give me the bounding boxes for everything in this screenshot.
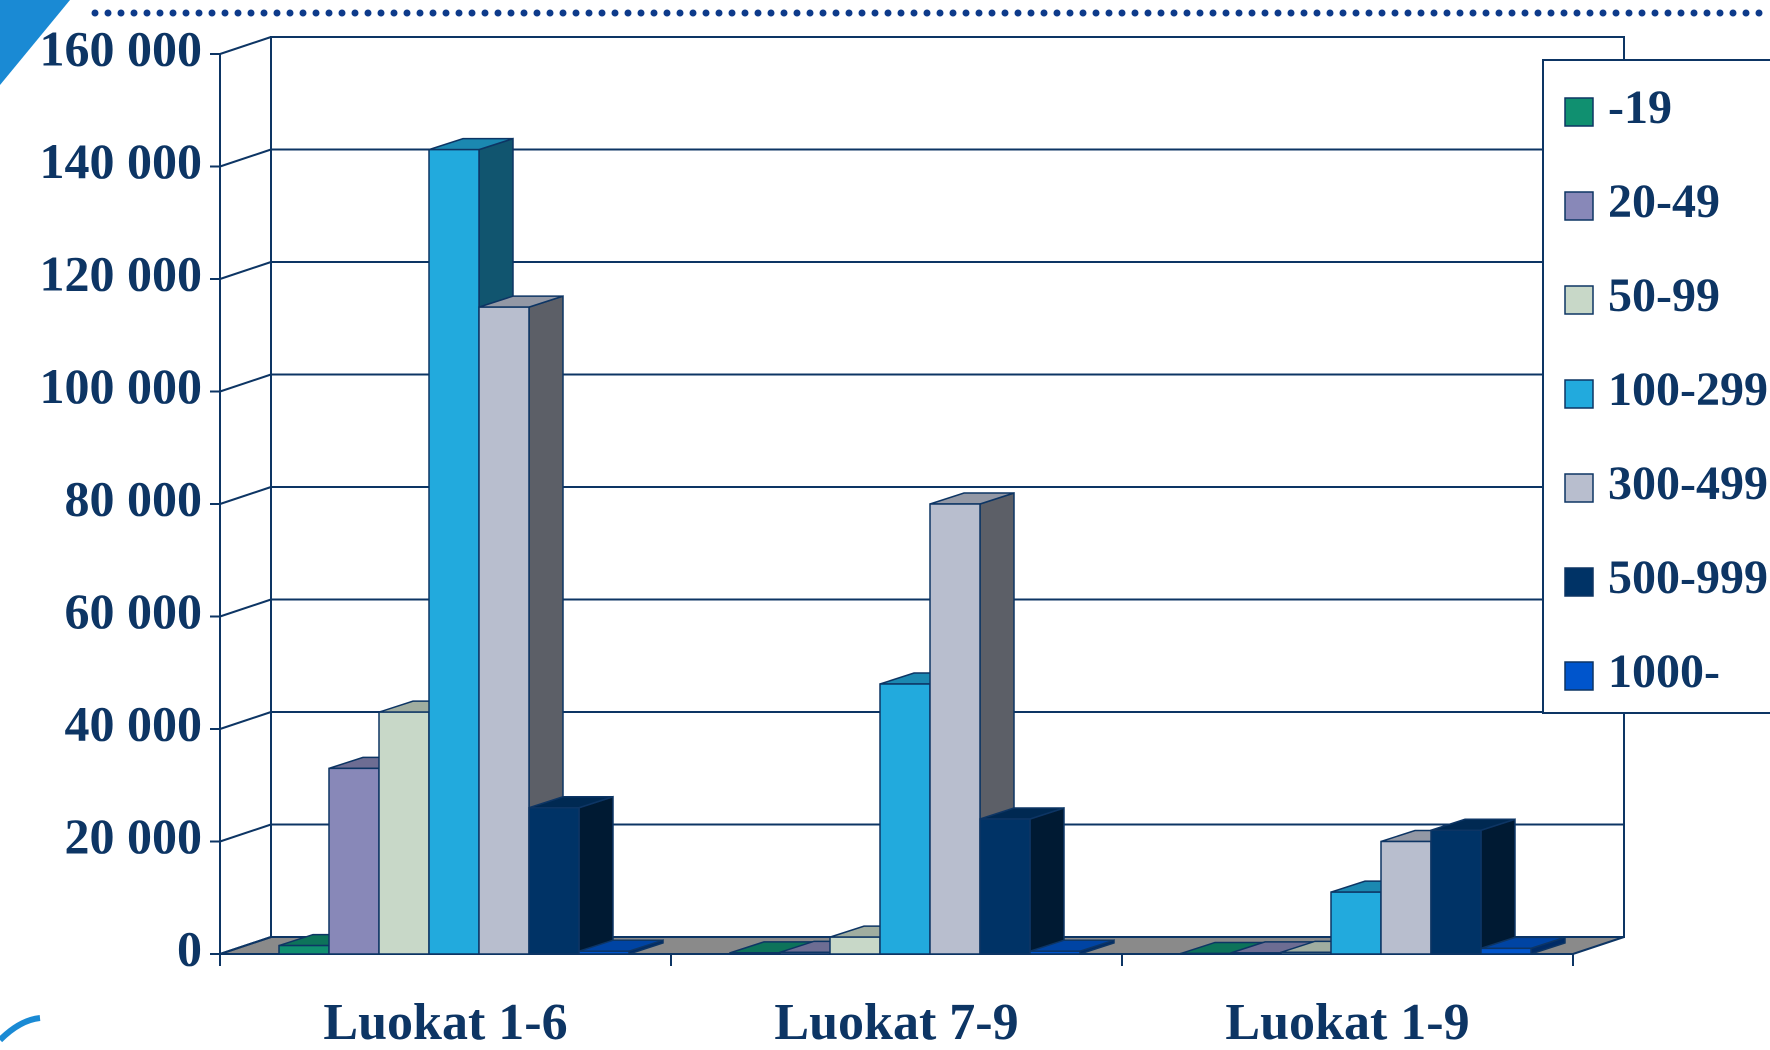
bar <box>1430 818 1516 956</box>
bar-side <box>578 795 614 956</box>
legend-label: 50-99 <box>1608 269 1720 322</box>
bar-front <box>1029 950 1081 955</box>
bar-front <box>1380 840 1432 955</box>
bar <box>528 795 614 956</box>
grid-line-side <box>219 711 272 730</box>
bar-front <box>979 818 1031 955</box>
y-tick-label: 100 000 <box>40 358 203 414</box>
bar <box>1029 939 1115 956</box>
y-tick-label: 80 000 <box>65 470 203 526</box>
y-tick-label: 40 000 <box>65 695 203 751</box>
y-tick-label: 0 <box>177 920 202 976</box>
grid-line-side <box>219 36 272 55</box>
bar <box>578 939 664 956</box>
bar <box>979 806 1065 956</box>
grid-line-side <box>219 373 272 393</box>
bar-side <box>1480 818 1516 956</box>
legend-swatch <box>1564 567 1594 597</box>
bar-front <box>1330 891 1382 955</box>
grid-line-side <box>219 148 272 168</box>
y-tick-label: 120 000 <box>40 245 203 301</box>
y-tick-label: 60 000 <box>65 583 203 639</box>
x-tick-label: Luokat 7-9 <box>774 994 1018 1050</box>
bar-front <box>1430 829 1482 955</box>
bar-front <box>578 950 630 955</box>
bar-front <box>829 936 881 955</box>
legend-swatch <box>1564 661 1594 691</box>
corner-decoration <box>0 0 70 85</box>
x-tick-label: Luokat 1-6 <box>323 994 567 1050</box>
bar-front <box>1280 951 1332 955</box>
legend-label: 20-49 <box>1608 175 1720 228</box>
bar-front <box>779 951 831 955</box>
bar <box>1480 936 1566 956</box>
grid-line-side <box>219 936 272 955</box>
grid-line-side <box>219 261 272 280</box>
bar-front <box>528 807 580 955</box>
legend-swatch <box>1564 379 1594 409</box>
legend-label: 1000- <box>1608 645 1720 698</box>
bar-front <box>328 767 380 955</box>
legend-label: 100-299 <box>1608 363 1768 416</box>
legend-swatch <box>1564 97 1594 127</box>
legend-swatch <box>1564 285 1594 315</box>
bar-front <box>1230 952 1282 955</box>
bar-front <box>1180 952 1232 955</box>
bar-front <box>378 711 430 955</box>
legend-swatch <box>1564 191 1594 221</box>
grid-line-side <box>219 823 272 843</box>
bar-front <box>278 944 330 955</box>
bar-front <box>929 503 981 955</box>
swoosh-decoration <box>0 1015 41 1043</box>
legend: -19 20-49 50-99 100-299 300-499 500-999 1000- <box>1542 59 1770 714</box>
legend-label: -19 <box>1608 81 1672 134</box>
bar-front <box>478 306 530 955</box>
legend-swatch <box>1564 473 1594 503</box>
bar-front <box>1480 947 1532 955</box>
legend-label: 300-499 <box>1608 457 1768 510</box>
bar-front <box>428 148 480 955</box>
y-tick-label: 160 000 <box>40 20 203 76</box>
x-tick-label: Luokat 1-9 <box>1225 994 1469 1050</box>
grid-line-side <box>219 486 272 505</box>
bar-front <box>729 952 781 955</box>
grid-line-side <box>219 598 272 618</box>
bar-front <box>879 683 931 955</box>
legend-label: 500-999 <box>1608 551 1768 604</box>
y-tick-label: 140 000 <box>40 133 203 189</box>
bar-side <box>1029 806 1065 956</box>
y-tick-label: 20 000 <box>65 808 203 864</box>
